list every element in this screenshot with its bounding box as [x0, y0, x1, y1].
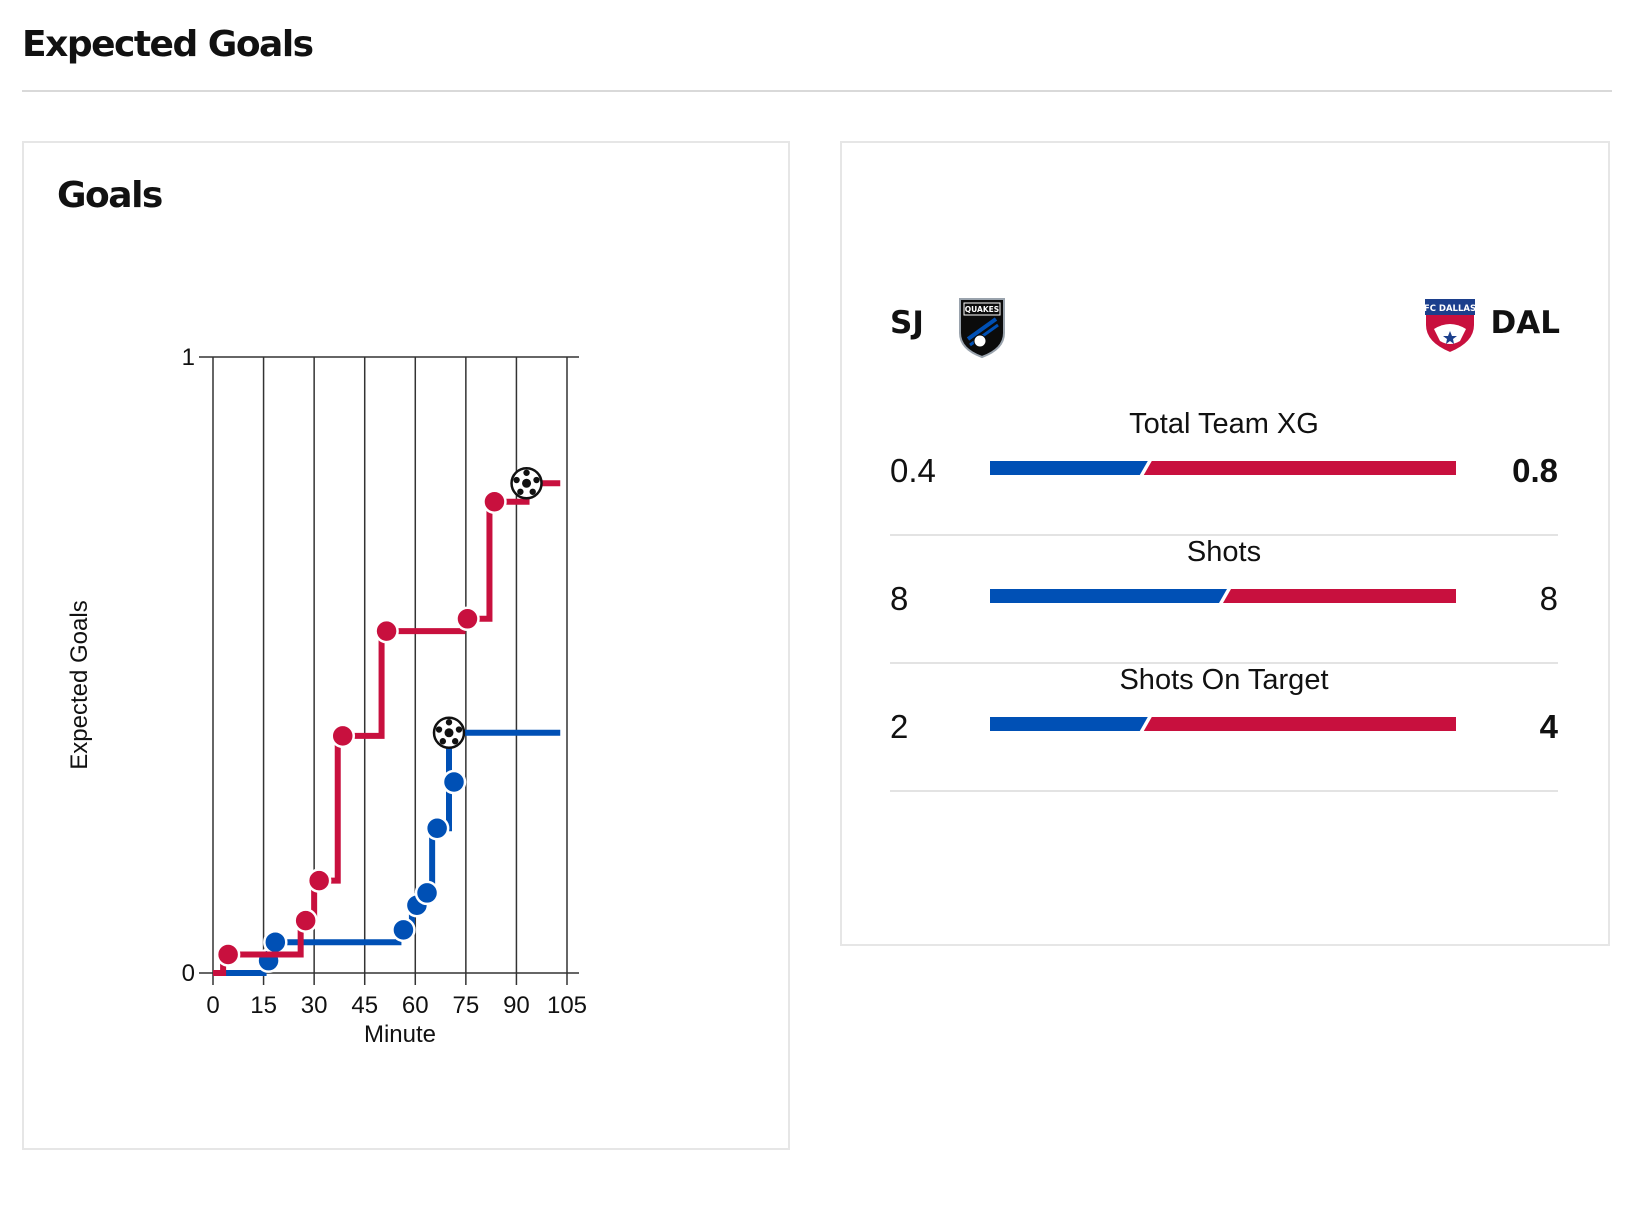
stat-row-total-xg: Total Team XG 0.4 0.8 [890, 408, 1558, 536]
home-team-abbr: SJ [890, 305, 924, 341]
stat-away-value: 0.8 [1512, 452, 1558, 489]
x-axis-label: Minute [364, 1021, 436, 1048]
shot-point[interactable] [424, 815, 450, 841]
away-share-bar [1143, 717, 1456, 731]
xg-timeline-chart: Minute Expected Goals 0 15 30 45 60 75 90 105 0 1 [66, 344, 587, 1048]
away-share-bar [1143, 461, 1456, 475]
svg-text:FC DALLAS: FC DALLAS [1424, 304, 1476, 314]
stat-label: Shots [1186, 536, 1262, 568]
goal-ball-icon [432, 716, 466, 750]
page-title: Expected Goals [22, 24, 314, 65]
svg-text:QUAKES: QUAKES [965, 305, 999, 314]
stat-label: Total Team XG [1129, 408, 1319, 440]
stats-comparison-card: SJ QUAKES FC DALLAS DAL Total Team XG 0.… [840, 141, 1610, 946]
stat-away-value: 8 [1539, 580, 1558, 617]
x-tick-label: 15 [250, 992, 277, 1019]
step-line-dal [213, 480, 561, 976]
x-tick-label: 75 [453, 992, 480, 1019]
x-tick-label: 105 [547, 992, 587, 1019]
stat-home-value: 0.4 [890, 452, 936, 489]
goals-card: Goals Minute Expected Goals 0 15 30 45 60 75 9… [22, 141, 790, 1150]
shot-point[interactable] [391, 917, 416, 943]
away-share-bar [1223, 589, 1456, 603]
shot-point[interactable] [306, 868, 332, 893]
goal-ball-icon [510, 467, 543, 500]
x-tick-label: 90 [503, 992, 530, 1019]
shot-point[interactable] [414, 880, 440, 906]
stat-away-value: 4 [1539, 708, 1558, 745]
quakes-logo-icon: QUAKES [959, 298, 1005, 359]
shot-point[interactable] [215, 942, 241, 967]
y-tick-label: 1 [182, 344, 195, 371]
home-share-bar [990, 461, 1148, 475]
x-tick-label: 0 [206, 992, 219, 1019]
x-tick-label: 45 [351, 992, 378, 1019]
shot-point[interactable] [374, 618, 399, 644]
y-axis-label: Expected Goals [66, 600, 93, 769]
stat-comparison-bar [990, 717, 1456, 731]
x-tick-label: 30 [301, 992, 328, 1019]
y-tick-label: 0 [182, 960, 195, 987]
home-share-bar [990, 589, 1227, 603]
home-share-bar [990, 717, 1148, 731]
stat-comparison-bar [990, 461, 1456, 475]
stat-comparison-bar [990, 589, 1456, 603]
title-divider [22, 90, 1612, 92]
x-tick-label: 60 [402, 992, 429, 1019]
shot-point[interactable] [293, 908, 318, 933]
fc-dallas-logo-icon: FC DALLAS [1424, 298, 1476, 355]
stat-row-shots-on-target: Shots On Target 2 4 [890, 664, 1558, 792]
series-dal [213, 467, 561, 976]
shot-point[interactable] [482, 489, 507, 515]
stat-row-shots: Shots 8 8 [890, 536, 1558, 664]
stat-home-value: 2 [890, 708, 909, 745]
shot-point[interactable] [263, 929, 288, 955]
shot-point[interactable] [441, 769, 467, 795]
stat-label: Shots On Target [1119, 664, 1329, 696]
shot-point[interactable] [455, 606, 480, 632]
away-team-abbr: DAL [1490, 305, 1560, 341]
stat-home-value: 8 [890, 580, 909, 617]
goals-card-title: Goals [57, 175, 163, 216]
series-sj [213, 716, 561, 976]
shot-point[interactable] [330, 723, 355, 749]
